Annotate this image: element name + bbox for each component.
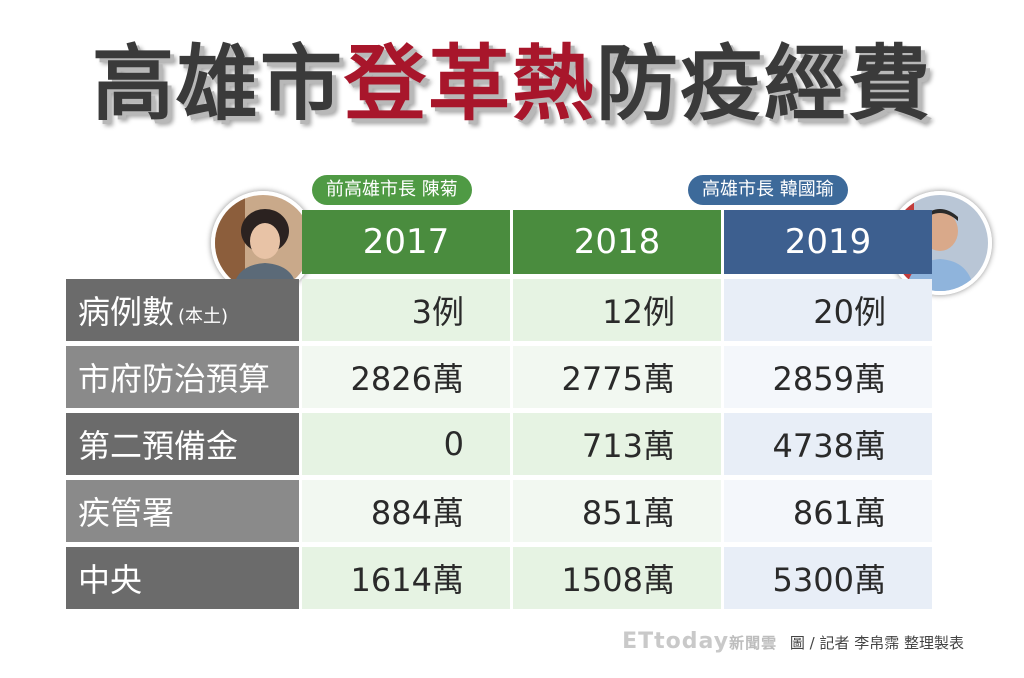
current-mayor-label: 高雄市長 韓國瑜 xyxy=(688,175,848,205)
table-cell: 3例 xyxy=(302,279,510,341)
table-cell: 861萬 xyxy=(724,480,932,542)
row-label-cdc: 疾管署 xyxy=(66,480,299,542)
row-label-central: 中央 xyxy=(66,547,299,609)
budget-table: 2017 2018 2019 病例數 (本土) 3例 12例 20例 市府防治預算… xyxy=(66,210,932,609)
title-city: 高雄市 xyxy=(90,36,344,134)
logo-text: ETtoday xyxy=(622,629,730,654)
column-header-2017: 2017 xyxy=(302,210,510,274)
logo-subtext: 新聞雲 xyxy=(729,634,778,652)
table-cell: 1614萬 xyxy=(302,547,510,609)
table-cell: 2826萬 xyxy=(302,346,510,408)
table-cell: 851萬 xyxy=(513,480,721,542)
row-label-cases: 病例數 (本土) xyxy=(66,279,299,341)
credit-text: 圖 / 記者 李帛霈 整理製表 xyxy=(789,634,964,652)
table-cell: 5300萬 xyxy=(724,547,932,609)
row-label-note: (本土) xyxy=(178,306,229,327)
column-header-2018: 2018 xyxy=(513,210,721,274)
table-cell: 1508萬 xyxy=(513,547,721,609)
table-corner xyxy=(66,210,299,274)
page-title: 高雄市登革熱防疫經費 xyxy=(40,30,984,140)
row-label-city-budget: 市府防治預算 xyxy=(66,346,299,408)
title-disease: 登革熱 xyxy=(342,36,596,134)
table-cell: 4738萬 xyxy=(724,413,932,475)
table-cell: 12例 xyxy=(513,279,721,341)
table-cell: 884萬 xyxy=(302,480,510,542)
former-mayor-label: 前高雄市長 陳菊 xyxy=(312,175,472,205)
table-cell: 713萬 xyxy=(513,413,721,475)
row-label-text: 病例數 xyxy=(78,293,175,331)
table-cell: 0 xyxy=(302,413,510,475)
table-cell: 20例 xyxy=(724,279,932,341)
column-header-2019: 2019 xyxy=(724,210,932,274)
ettoday-logo: ETtoday新聞雲 xyxy=(622,629,777,654)
title-topic: 防疫經費 xyxy=(594,36,933,134)
footer-credit: ETtoday新聞雲 圖 / 記者 李帛霈 整理製表 xyxy=(622,628,964,656)
table-cell: 2859萬 xyxy=(724,346,932,408)
row-label-reserve-fund: 第二預備金 xyxy=(66,413,299,475)
table-cell: 2775萬 xyxy=(513,346,721,408)
